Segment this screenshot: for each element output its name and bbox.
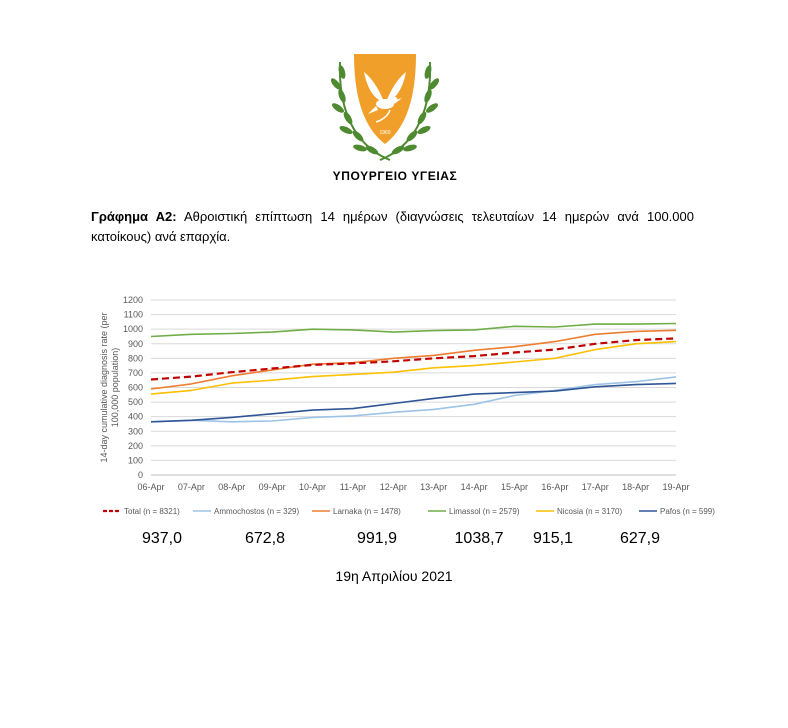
- legend-label: Pafos (n = 599): [660, 507, 715, 516]
- series-line-5: [150, 382, 677, 423]
- cyprus-emblem: 1960: [330, 54, 440, 161]
- total-value: 937,0: [141, 530, 183, 547]
- series-line-1: [150, 376, 677, 423]
- chart-grid: [151, 299, 676, 476]
- y-tick-label: 1100: [124, 310, 143, 320]
- legend-label: Total (n = 8321): [124, 507, 180, 516]
- x-tick-label: 08-Apr: [218, 482, 245, 492]
- x-tick-label: 07-Apr: [178, 482, 205, 492]
- y-tick-label: 900: [128, 339, 143, 349]
- x-axis-ticks: 06-Apr 07-Apr 08-Apr 09-Apr 10-Apr 11-Apr 12-A…: [137, 482, 689, 492]
- chart-legend: Total (n = 8321) Ammochostos (n = 329) Lar…: [103, 507, 715, 516]
- y-tick-label: 0: [138, 470, 143, 480]
- figure-description: Αθροιστική επίπτωση 14 ημέρων (διαγνώσει…: [91, 209, 694, 244]
- x-tick-label: 11-Apr: [340, 482, 366, 492]
- series-line-4: [150, 340, 677, 395]
- total-value: 991,9: [356, 530, 398, 547]
- emblem-year: 1960: [379, 130, 390, 136]
- legend-label: Larnaka (n = 1478): [333, 507, 401, 516]
- y-tick-label: 400: [128, 412, 143, 422]
- x-tick-label: 12-Apr: [380, 482, 407, 492]
- total-value: 627,9: [619, 530, 661, 547]
- y-axis-ticks: 0 100 200 300 400 500 600 700 800 900 1000 1100 1200: [123, 295, 143, 480]
- ministry-title: ΥΠΟΥΡΓΕΙΟ ΥΓΕΙΑΣ: [332, 169, 458, 183]
- x-tick-label: 10-Apr: [299, 482, 326, 492]
- line-chart: 0 100 200 300 400 500 600 700 800 900 1000 1100 1200…: [99, 295, 715, 516]
- y-tick-label: 600: [128, 383, 143, 393]
- x-tick-label: 19-Apr: [662, 482, 689, 492]
- x-tick-label: 16-Apr: [541, 482, 568, 492]
- y-tick-label: 500: [128, 397, 143, 407]
- x-tick-label: 06-Apr: [137, 482, 164, 492]
- olive-branch-left-icon: [330, 61, 391, 161]
- y-tick-label: 1000: [123, 324, 143, 334]
- chart-series: [150, 322, 677, 423]
- y-tick-label: 100: [128, 455, 143, 465]
- x-tick-label: 14-Apr: [461, 482, 488, 492]
- total-value: 1038,7: [454, 530, 504, 547]
- y-axis-label: 14-day cumulative diagnosis rate (per100…: [99, 312, 120, 462]
- x-tick-label: 13-Apr: [420, 482, 447, 492]
- y-tick-label: 700: [128, 368, 143, 378]
- legend-label: Limassol (n = 2579): [449, 507, 520, 516]
- y-tick-label: 300: [128, 426, 143, 436]
- x-tick-label: 09-Apr: [259, 482, 286, 492]
- y-tick-label: 1200: [123, 295, 143, 305]
- totals-row: 937,0 672,8 991,9 1038,7 915,1 627,9: [0, 530, 788, 554]
- series-line-2: [150, 329, 677, 390]
- figure-caption: Γράφημα Α2: Αθροιστική επίπτωση 14 ημέρω…: [91, 207, 694, 247]
- y-tick-label: 800: [128, 353, 143, 363]
- x-tick-label: 17-Apr: [582, 482, 609, 492]
- total-value: 915,1: [532, 530, 574, 547]
- x-tick-label: 18-Apr: [622, 482, 649, 492]
- y-tick-label: 200: [128, 441, 143, 451]
- total-value: 672,8: [244, 530, 286, 547]
- series-line-3: [150, 322, 677, 338]
- figure-label: Γράφημα Α2:: [91, 209, 177, 224]
- x-tick-label: 15-Apr: [501, 482, 528, 492]
- olive-branch-right-icon: [379, 61, 440, 161]
- legend-label: Ammochostos (n = 329): [214, 507, 299, 516]
- report-date: 19η Απριλίου 2021: [335, 568, 453, 584]
- dove-icon: [364, 72, 406, 123]
- legend-label: Nicosia (n = 3170): [557, 507, 622, 516]
